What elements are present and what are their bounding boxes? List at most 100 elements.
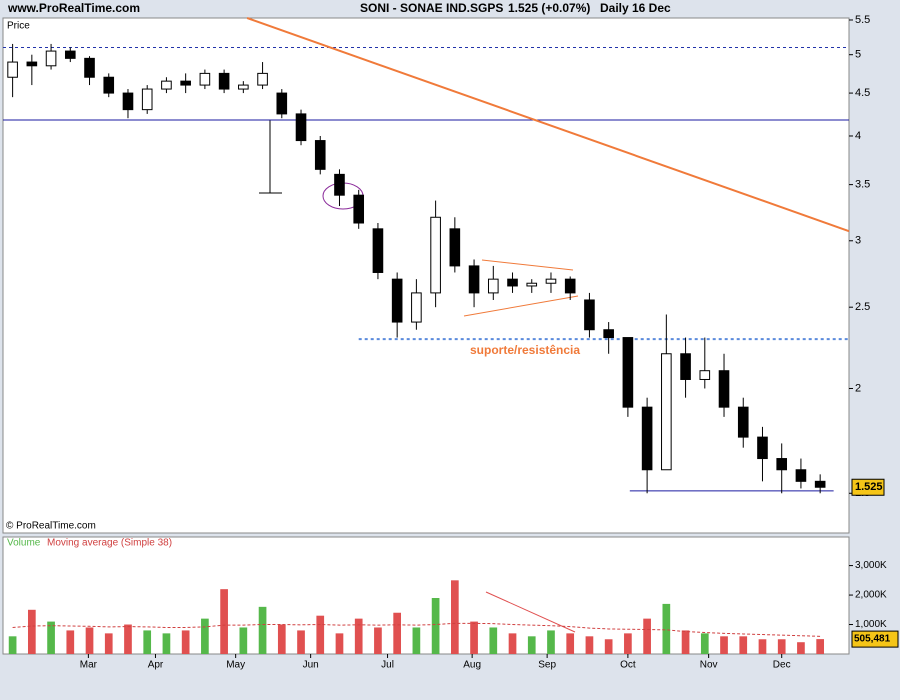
candle-body <box>199 72 211 86</box>
x-tick-label: Sep <box>538 660 556 671</box>
candle-body <box>161 80 172 90</box>
x-tick-label: Oct <box>620 660 636 671</box>
volume-bar <box>124 624 132 654</box>
volume-bar <box>47 621 55 654</box>
volume-bar <box>85 627 94 654</box>
date: 16 Dec <box>632 1 671 15</box>
site: www.ProRealTime.com <box>7 1 140 15</box>
candle-body <box>699 370 711 380</box>
y-tick-label: 3,000K <box>855 560 887 571</box>
y-tick-label: 2.5 <box>855 301 870 313</box>
candle-body <box>141 88 153 111</box>
candle-body <box>545 278 557 284</box>
volume-bar <box>470 621 478 654</box>
x-tick-label: Dec <box>773 660 791 671</box>
candle-body <box>468 265 480 294</box>
x-tick-label: Jun <box>303 660 319 671</box>
candle-body <box>295 113 307 142</box>
y-tick-label: 3 <box>855 235 861 247</box>
drawing <box>485 591 576 633</box>
last-price: 1.525 <box>855 481 883 493</box>
candle-body <box>257 72 268 86</box>
candle-body <box>430 216 441 294</box>
volume-bar <box>201 618 209 654</box>
candle-body <box>372 228 384 273</box>
candle-body <box>353 194 365 224</box>
volume-bar <box>624 633 632 654</box>
volume-bar <box>297 630 305 654</box>
volume-bar <box>66 630 75 654</box>
x-tick-label: Jul <box>381 660 394 671</box>
volume-bar <box>316 615 325 654</box>
level-line <box>246 17 850 233</box>
period: Daily <box>600 1 629 15</box>
candle-body <box>238 84 249 90</box>
candle-body <box>334 173 345 196</box>
x-tick-label: May <box>226 660 245 671</box>
candle-body <box>718 370 730 408</box>
volume-bar <box>412 627 421 654</box>
candle-body <box>814 480 826 488</box>
volume-bar <box>220 589 228 654</box>
candle-body <box>526 282 538 287</box>
volume-bar <box>277 624 286 654</box>
candle-body <box>603 329 614 339</box>
volume-bar <box>662 603 671 654</box>
volume-bar <box>604 639 613 654</box>
candle-body <box>622 337 634 408</box>
volume-legend: Volume <box>7 538 41 549</box>
y-tick-label: 2 <box>855 382 861 394</box>
volume-bar <box>758 639 767 654</box>
y-tick-label: 3.5 <box>855 179 870 191</box>
volume-bar <box>585 636 594 654</box>
candle-body <box>795 469 807 482</box>
volume-bar <box>527 636 536 654</box>
candle-body <box>661 353 672 471</box>
last-volume: 505,481 <box>854 634 891 645</box>
volume-bar <box>777 639 786 654</box>
x-tick-label: Apr <box>148 660 164 671</box>
y-tick-label: 5 <box>855 49 861 61</box>
volume-bar <box>681 630 690 654</box>
y-label: Price <box>7 21 30 32</box>
volume-bar <box>700 633 709 654</box>
candle-body <box>757 436 768 460</box>
volume-bar <box>739 636 748 654</box>
candle-body <box>45 50 57 67</box>
volume-bar <box>566 633 575 654</box>
volume-bar <box>104 633 113 654</box>
volume-bar <box>547 630 555 654</box>
volume-bar <box>181 630 190 654</box>
candle-body <box>449 228 461 267</box>
volume-bar <box>143 630 152 654</box>
candle-body <box>487 278 499 294</box>
candle-body <box>64 50 76 59</box>
volume-bar <box>162 633 171 654</box>
candle-body <box>507 278 518 287</box>
quote: 1.525 (+0.07%) <box>508 1 590 15</box>
volume-bar <box>643 618 651 654</box>
y-tick-label: 2,000K <box>855 590 887 601</box>
candle-body <box>122 92 134 111</box>
candle-body <box>7 61 18 78</box>
x-tick-label: Mar <box>80 660 98 671</box>
drawing <box>481 259 574 271</box>
candle-body <box>737 406 749 438</box>
volume-bar <box>374 627 382 654</box>
candle-body <box>26 61 38 67</box>
volume-bar <box>797 642 805 654</box>
symbol: SONI - SONAE IND.SGPS <box>360 1 503 15</box>
candle-body <box>584 299 595 331</box>
volume-bar <box>354 618 363 654</box>
y-tick-label: 1,000K <box>855 619 887 630</box>
volume-bar <box>239 627 248 654</box>
candle-body <box>103 76 115 94</box>
candle-body <box>776 458 788 471</box>
candle-body <box>84 57 95 78</box>
candle-body <box>411 292 422 323</box>
copyright: © ProRealTime.com <box>6 521 96 532</box>
y-tick-label: 5.5 <box>855 14 870 26</box>
candle-body <box>218 72 230 90</box>
y-tick-label: 4.5 <box>855 87 870 99</box>
